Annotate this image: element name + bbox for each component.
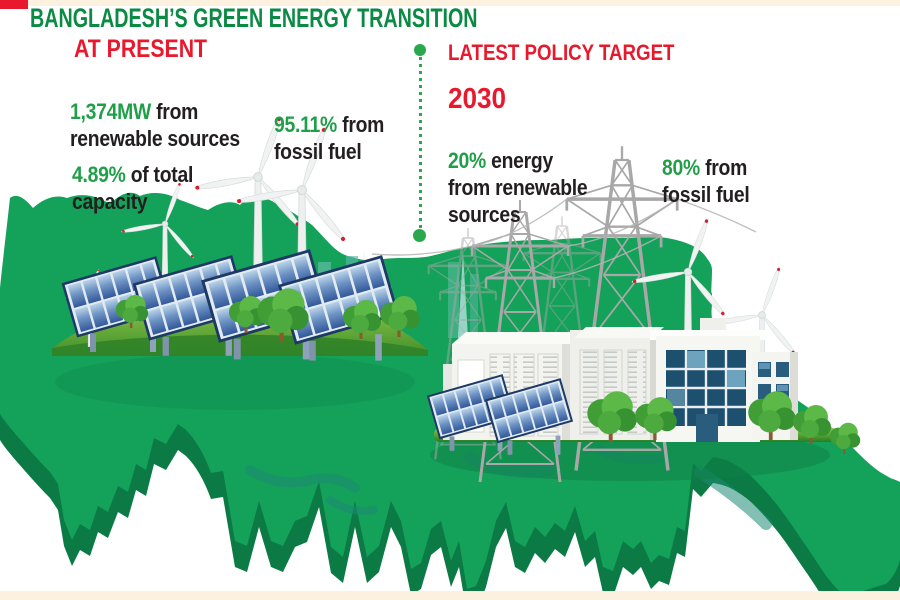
- stat-fossil-target: 80% from fossil fuel: [662, 154, 750, 208]
- stat-text: energy from renewable sources: [448, 148, 588, 227]
- stat-text: from fossil fuel: [662, 155, 750, 207]
- red-accent-chip: [0, 0, 28, 9]
- divider-dashed-line: [419, 57, 422, 229]
- stat-highlight: 4.89%: [72, 162, 126, 187]
- stat-highlight: 20%: [448, 148, 486, 173]
- transmission-towers: [371, 144, 757, 484]
- page-title: BANGLADESH’S GREEN ENERGY TRANSITION: [30, 3, 478, 33]
- stat-text: of total capacity: [72, 162, 194, 214]
- power-lines: [371, 198, 757, 279]
- stat-highlight: 95.11%: [274, 112, 338, 137]
- target-year: 2030: [448, 83, 507, 115]
- stat-highlight: 1,374MW: [70, 99, 152, 124]
- stat-renewable-capacity: 1,374MW from renewable sources: [70, 98, 240, 152]
- top-accent-strip: [0, 0, 900, 6]
- bottom-accent-strip: [0, 591, 900, 600]
- stat-fossil-share-present: 95.11% from fossil fuel: [274, 111, 384, 165]
- stat-text: from renewable sources: [70, 99, 240, 151]
- policy-target-heading: LATEST POLICY TARGET: [448, 40, 675, 65]
- stat-renewable-share: 4.89% of total capacity: [72, 161, 193, 215]
- office-building: [650, 318, 766, 442]
- at-present-heading: AT PRESENT: [74, 35, 208, 63]
- stat-text: from fossil fuel: [274, 112, 385, 164]
- hill-shadow: [55, 354, 415, 410]
- divider-dot-bottom: [413, 229, 426, 242]
- solar-farm: [52, 115, 428, 362]
- stat-renewable-target: 20% energy from renewable sources: [448, 147, 588, 228]
- divider-dot-top: [414, 44, 426, 56]
- stat-highlight: 80%: [662, 155, 700, 180]
